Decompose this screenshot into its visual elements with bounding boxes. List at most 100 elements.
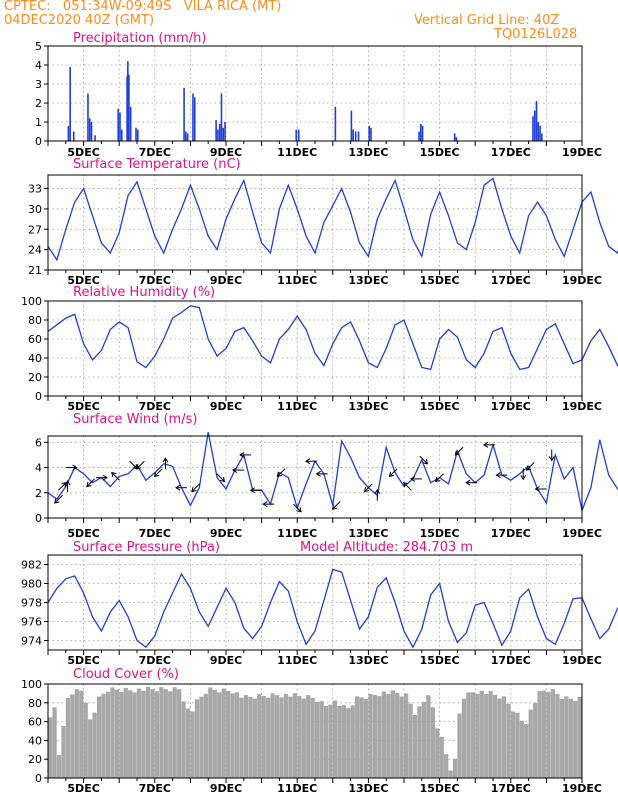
y-tick-label: 0 [35,135,42,148]
cloud-bar [252,698,257,778]
cloud-bar [230,693,235,778]
precip-bar [295,129,298,141]
y-tick-label: 6 [35,436,42,449]
wind-arrow [534,486,547,492]
cloud-bar [528,709,533,778]
precip-bar [183,87,185,141]
wind-arrow-head [175,484,181,491]
panel-title: Surface Temperature (nC) [73,157,241,172]
wind-arrow-head [162,457,169,463]
precip-bar [420,123,422,141]
cloud-bar [283,693,289,778]
wind-arrow-head [249,487,256,494]
wind-arrow-head [363,486,370,493]
cloud-bar [466,692,471,778]
panel-5 [44,683,583,783]
cloud-bar [479,690,484,778]
cloud-bar [226,690,231,778]
wind-arrow [95,474,108,481]
wind-arrow-head [102,474,108,481]
precip-bar [297,129,300,141]
series-line [47,305,618,371]
precip-bar [218,123,221,141]
panel-title: Relative Humidity (%) [73,285,215,300]
panel-2 [44,300,618,401]
wind-arrow-head [72,464,78,471]
wind-arrow [403,481,412,491]
precip-bar [453,133,456,141]
precip-bar [350,110,353,141]
cloud-bar [461,698,467,778]
wind-arrow-head [153,471,160,478]
cloud-bar [408,703,413,778]
wind-arrow-shaft [403,482,412,491]
wind-arrow-head [465,479,471,486]
cloud-bar [328,704,333,778]
wind-arrow [465,479,478,486]
x-tick-label: 11DEC [277,400,317,413]
wind-arrow-shaft [86,478,95,487]
cloud-bar [444,754,449,778]
cloud-bar [248,696,253,778]
x-tick-label: 7DEC [139,400,171,413]
cloud-bar [199,696,204,778]
wind-arrow-head [422,459,429,465]
cloud-bar [310,697,315,778]
wind-arrow-head [403,481,409,488]
cloud-bar [48,717,53,778]
cloud-bar [234,692,240,778]
y-tick-label: 100 [21,295,42,308]
cloud-bar [163,689,168,778]
precip-bar [137,129,139,141]
gridlines [48,301,582,396]
gridlines [48,555,582,650]
cloud-bar [319,701,324,778]
panel-title: Cloud Cover (%) [73,667,179,682]
x-tick-label: 9DEC [210,527,242,540]
wind-arrow-shaft [389,468,398,477]
y-tick-label: 4 [35,462,42,475]
cloud-bar [292,693,297,778]
precip-bar [532,116,534,141]
cloud-bar [105,691,111,778]
precip-bar [535,101,538,141]
cloud-bar [203,693,208,778]
cloud-bar [79,690,84,778]
cloud-bar [341,705,346,778]
cloud-bar [159,687,164,778]
wind-arrow-shaft [54,494,63,504]
wind-arrow-shaft [526,462,535,471]
model-altitude: Model Altitude: 284.703 m [300,540,473,555]
wind-arrow-shaft [419,455,428,465]
y-tick-label: 80 [28,697,42,710]
x-tick-label: 9DEC [210,274,242,287]
x-tick-label: 9DEC [210,146,242,159]
precip-bar [539,125,541,141]
y-tick-label: 980 [21,578,42,591]
header-line-1: CPTEC: 051:34W-09:49S VILA RICA (MT) [4,0,282,14]
cloud-bar [52,707,57,778]
y-tick-label: 100 [21,678,42,691]
wind-arrow-shaft [332,501,341,510]
precip-bar [119,112,121,141]
y-tick-label: 21 [28,264,42,277]
cloud-bar [332,700,338,778]
wind-arrow-head [296,507,302,513]
x-tick-label: 19DEC [562,400,602,413]
cloud-bar [212,689,217,778]
y-tick-label: 40 [28,352,42,365]
y-tick-label: 5 [35,40,42,53]
cloud-bar [239,697,244,778]
precip-bar [128,74,130,141]
precip-bar [215,120,217,141]
x-tick-label: 15DEC [420,527,460,540]
cloud-bar [439,736,444,778]
x-tick-label: 9DEC [210,782,242,795]
wind-arrow [86,478,95,488]
cloud-bar [395,692,400,778]
panel-frame [47,435,583,519]
gridlines [48,436,582,518]
cloud-bar [114,689,119,778]
y-tick-label: 33 [28,183,42,196]
wind-arrow [419,455,429,465]
